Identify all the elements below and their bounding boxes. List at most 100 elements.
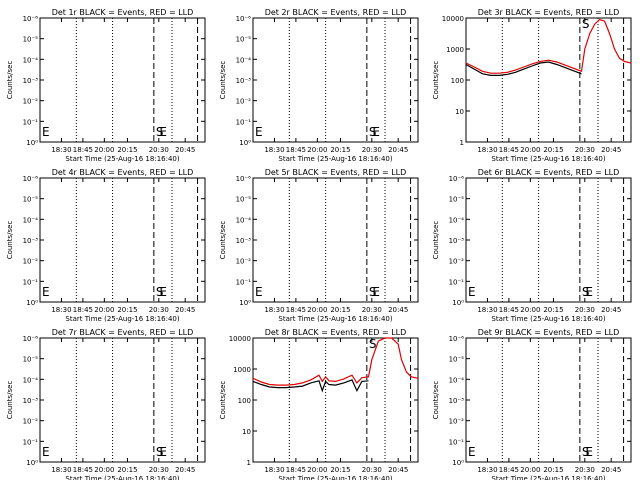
x-tick-label: 18:30 <box>51 306 71 314</box>
x-tick-label: 18:30 <box>477 306 497 314</box>
panel-title: Det 6r BLACK = Events, RED = LLD <box>478 168 620 177</box>
panel-title: Det 9r BLACK = Events, RED = LLD <box>478 328 620 337</box>
x-tick-label: 18:45 <box>499 146 519 154</box>
x-tick-label: 20:15 <box>330 466 350 474</box>
x-tick-label: 18:45 <box>286 146 306 154</box>
end-marker-E: E <box>372 285 380 299</box>
y-tick-label: 10⁻⁴ <box>449 376 465 384</box>
plot-frame <box>39 337 206 463</box>
y-tick-label: 10⁻⁵ <box>449 356 465 364</box>
y-axis-title: Counts/sec <box>219 381 227 420</box>
x-tick-label: 20:00 <box>94 306 114 314</box>
x-tick-label: 20:00 <box>307 306 327 314</box>
y-tick-label: 10⁻⁵ <box>449 196 465 204</box>
y-tick-label: 10⁻⁵ <box>236 36 252 44</box>
x-tick-label: 18:30 <box>477 146 497 154</box>
plot-frame <box>39 17 206 143</box>
x-tick-label: 20:15 <box>543 146 563 154</box>
y-tick-label: 10⁻⁴ <box>23 216 39 224</box>
y-tick-label: 10⁻⁶ <box>23 175 39 183</box>
x-tick-label: 18:30 <box>51 466 71 474</box>
plot-frame <box>252 177 419 303</box>
plot-frame <box>252 337 419 463</box>
y-tick-label: 10⁻¹ <box>449 438 465 446</box>
y-axis-title: Counts/sec <box>219 61 227 100</box>
y-tick-label: 10⁻² <box>23 258 39 266</box>
x-axis-title: Start Time (25-Aug-16 18:16:40) <box>491 475 605 480</box>
start-marker-S: S <box>582 445 590 459</box>
x-tick-label: 18:45 <box>499 306 519 314</box>
y-tick-label: 10⁰ <box>239 299 251 307</box>
x-tick-label: 20:00 <box>307 466 327 474</box>
x-tick-label: 20:00 <box>307 146 327 154</box>
y-tick-label: 10⁻⁶ <box>23 15 39 23</box>
panel-1: Det 1r BLACK = Events, RED = LLD 10⁰ 10⁻¹ 1… <box>6 8 206 163</box>
events-series-line <box>252 379 369 393</box>
x-tick-label: 18:30 <box>51 146 71 154</box>
x-tick-label: 20:00 <box>520 146 540 154</box>
y-axis-title: Counts/sec <box>6 381 14 420</box>
x-tick-label: 20:30 <box>362 466 382 474</box>
y-tick-label: 10⁰ <box>452 459 464 467</box>
start-marker-S: S <box>369 337 377 351</box>
x-tick-label: 20:45 <box>175 466 195 474</box>
x-axis-title: Start Time (25-Aug-16 18:16:40) <box>491 315 605 323</box>
y-tick-label: 10⁰ <box>452 299 464 307</box>
y-axis-title: Counts/sec <box>6 221 14 260</box>
y-tick-label: 10⁻¹ <box>449 278 465 286</box>
y-tick-label: 10⁻⁴ <box>449 216 465 224</box>
left-edge-E: E <box>468 445 476 459</box>
y-tick-label: 10⁻³ <box>236 237 252 245</box>
y-tick-label: 10⁻³ <box>449 397 465 405</box>
left-edge-E: E <box>255 285 263 299</box>
x-tick-label: 20:30 <box>575 466 595 474</box>
x-tick-label: 20:30 <box>362 146 382 154</box>
y-tick-label: 10⁻² <box>23 98 39 106</box>
panel-9: Det 9r BLACK = Events, RED = LLD 10⁰ 10⁻¹ 1… <box>432 328 632 483</box>
left-edge-E: E <box>42 125 50 139</box>
y-tick-label: 10⁻¹ <box>236 118 252 126</box>
y-tick-label: 10⁻⁴ <box>23 56 39 64</box>
start-marker-S: S <box>156 445 164 459</box>
x-tick-label: 20:45 <box>388 466 408 474</box>
x-tick-label: 20:15 <box>543 466 563 474</box>
y-tick-label: 10⁰ <box>26 299 38 307</box>
y-tick-label: 10⁻⁵ <box>23 196 39 204</box>
x-tick-label: 18:45 <box>286 466 306 474</box>
panel-3: Det 3r BLACK = Events, RED = LLD 1 10 100 10… <box>432 8 632 163</box>
y-tick-label: 10 <box>455 108 464 116</box>
y-tick-label: 1 <box>247 459 251 467</box>
x-tick-label: 20:30 <box>149 306 169 314</box>
plot-frame <box>465 17 632 143</box>
y-tick-label: 10⁻³ <box>23 397 39 405</box>
y-tick-label: 10⁻⁴ <box>23 376 39 384</box>
end-marker-E: E <box>159 445 167 459</box>
x-tick-label: 20:00 <box>520 466 540 474</box>
x-tick-label: 20:30 <box>575 306 595 314</box>
y-tick-label: 10⁻⁶ <box>236 175 252 183</box>
y-tick-label: 10⁻² <box>449 418 465 426</box>
panel-4: Det 4r BLACK = Events, RED = LLD 10⁰ 10⁻¹ 1… <box>6 168 206 323</box>
x-axis-title: Start Time (25-Aug-16 18:16:40) <box>278 475 392 480</box>
x-axis-title: Start Time (25-Aug-16 18:16:40) <box>65 475 179 480</box>
left-edge-E: E <box>255 125 263 139</box>
plot-frame <box>465 337 632 463</box>
lld-series-line <box>465 18 632 74</box>
panel-title: Det 2r BLACK = Events, RED = LLD <box>265 8 407 17</box>
start-marker-S: S <box>369 125 377 139</box>
y-tick-label: 10⁻¹ <box>23 438 39 446</box>
end-marker-E: E <box>372 125 380 139</box>
y-axis-title: Counts/sec <box>6 61 14 100</box>
y-axis-title: Counts/sec <box>219 221 227 260</box>
y-tick-label: 1000 <box>233 366 251 374</box>
y-tick-label: 10⁻⁴ <box>236 216 252 224</box>
start-marker-S: S <box>156 125 164 139</box>
x-tick-label: 18:45 <box>73 306 93 314</box>
x-tick-label: 20:00 <box>94 466 114 474</box>
x-tick-label: 20:30 <box>149 466 169 474</box>
left-edge-E: E <box>468 285 476 299</box>
x-tick-label: 18:45 <box>499 466 519 474</box>
x-axis-title: Start Time (25-Aug-16 18:16:40) <box>491 155 605 163</box>
lld-series-line <box>252 337 419 386</box>
